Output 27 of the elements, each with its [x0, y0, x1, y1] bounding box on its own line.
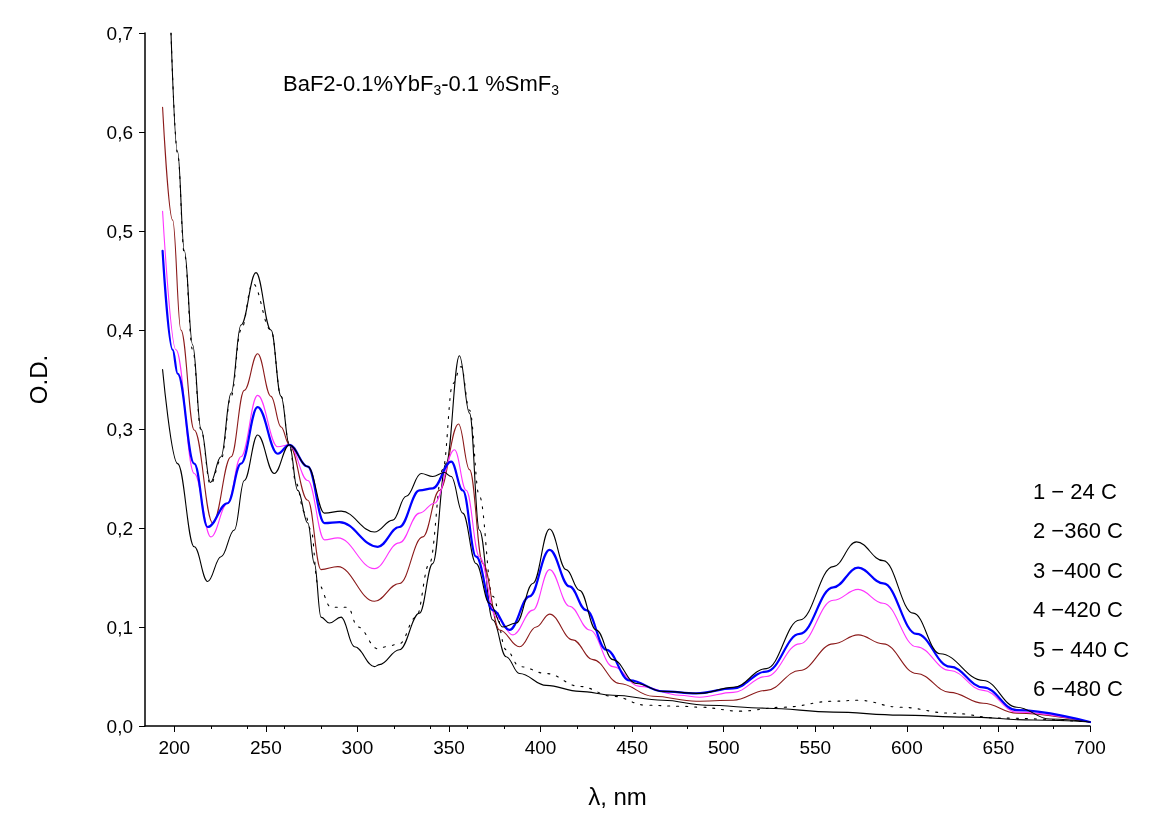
- x-tick-label: 250: [250, 737, 282, 758]
- x-tick-label: 400: [524, 737, 557, 758]
- x-tick-label: 500: [707, 737, 740, 758]
- x-axis-title: λ, nm: [588, 782, 647, 810]
- x-tick-label: 200: [158, 737, 191, 758]
- x-tick-label: 450: [616, 737, 648, 758]
- x-tick-label: 550: [799, 737, 832, 758]
- x-tick-label: 650: [982, 737, 1015, 758]
- y-axis-title: O.D.: [24, 354, 52, 405]
- annotation: 4 −420 C: [1033, 597, 1124, 622]
- annotation: 6 −480 C: [1033, 676, 1124, 701]
- annotation: 2 −360 C: [1033, 518, 1124, 543]
- y-tick-label: 0,7: [106, 22, 133, 44]
- y-tick-label: 0,2: [106, 517, 133, 539]
- annotation: 5 − 440 C: [1033, 636, 1130, 662]
- x-tick-label: 600: [891, 737, 923, 758]
- y-tick-label: 0,3: [106, 418, 133, 440]
- x-tick-label: 350: [433, 737, 465, 758]
- y-tick-label: 0,5: [106, 220, 133, 242]
- annotation: 1 − 24 C: [1033, 478, 1117, 504]
- x-tick-label: 700: [1074, 737, 1106, 758]
- y-tick-label: 0,1: [106, 616, 133, 638]
- y-tick-label: 0,4: [106, 319, 134, 341]
- y-tick-label: 0,6: [106, 121, 133, 143]
- y-tick-label: 0,0: [106, 715, 133, 737]
- annotation: 3 −400 C: [1033, 557, 1124, 583]
- x-tick-label: 300: [341, 737, 374, 758]
